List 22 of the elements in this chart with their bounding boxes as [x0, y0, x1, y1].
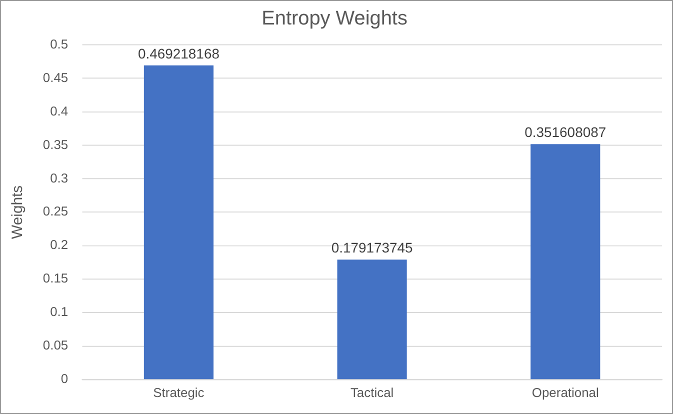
- x-tick-label: Tactical: [350, 384, 394, 400]
- y-tick-label: 0.05: [42, 338, 68, 353]
- y-axis-title: Weights: [9, 185, 26, 239]
- data-label: 0.469218168: [138, 45, 220, 62]
- y-tick-label: 0.5: [50, 36, 68, 52]
- x-tick-label: Operational: [532, 384, 599, 400]
- y-tick-label: 0: [60, 371, 68, 386]
- chart-title: Entropy Weights: [262, 7, 408, 30]
- bar: [337, 260, 407, 380]
- y-tick-label: 0.3: [50, 170, 68, 186]
- x-tick-label: Strategic: [153, 384, 205, 400]
- y-tick-label: 0.4: [50, 103, 68, 118]
- y-tick-label: 0.45: [42, 70, 68, 85]
- y-tick-label: 0.2: [50, 237, 68, 252]
- y-tick-label: 0.15: [42, 270, 68, 286]
- y-tick-label: 0.35: [42, 136, 68, 152]
- y-tick-label: 0.1: [50, 304, 68, 320]
- bar: [530, 144, 600, 380]
- bar: [144, 65, 214, 380]
- data-label: 0.179173745: [331, 240, 414, 256]
- data-label: 0.351608087: [524, 124, 606, 140]
- y-tick-label: 0.25: [42, 204, 68, 219]
